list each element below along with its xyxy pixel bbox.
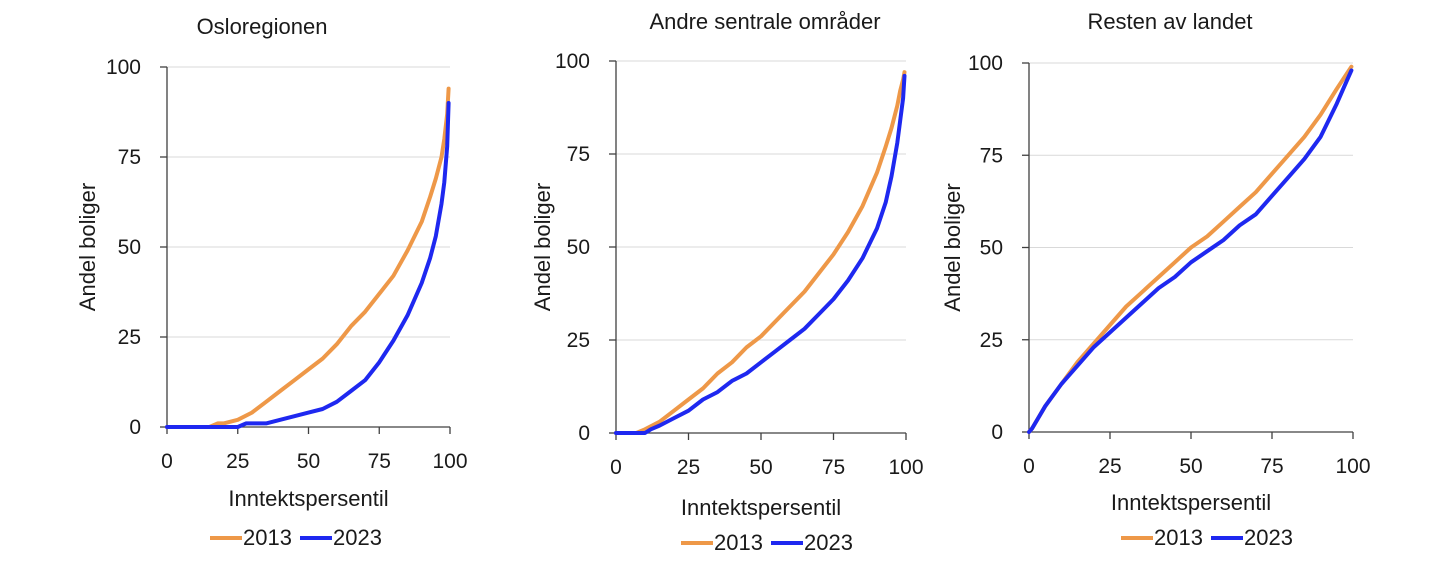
legend-label-2013: 2013	[1154, 525, 1203, 550]
y-tick-label: 50	[567, 236, 590, 259]
x-tick-label: 0	[610, 456, 622, 479]
x-tick-label: 75	[822, 456, 845, 479]
legend: 2013 2023	[681, 530, 853, 555]
x-tick-label: 25	[1098, 455, 1121, 478]
y-tick-label: 100	[106, 56, 141, 79]
chart-title: Osloregionen	[197, 14, 328, 39]
x-tick-label: 25	[226, 450, 249, 473]
x-tick-label: 50	[749, 456, 772, 479]
chart-panel: Resten av landet 0 25 50 75 100 0 25 50 75 100 Ande…	[940, 9, 1371, 550]
y-axis-label: Andel boliger	[75, 183, 100, 311]
y-tick-label: 100	[555, 50, 590, 73]
x-tick-label: 100	[432, 450, 467, 473]
y-tick-label: 50	[980, 237, 1003, 260]
series-line-2013	[1027, 64, 1354, 434]
y-tick-label: 75	[980, 144, 1003, 167]
series-line-2023	[614, 73, 907, 435]
chart-title: Resten av landet	[1087, 9, 1252, 34]
x-tick-label: 0	[1023, 455, 1035, 478]
y-tick-label: 75	[118, 146, 141, 169]
x-tick-label: 50	[297, 450, 320, 473]
x-axis-label: Inntektspersentil	[1111, 490, 1271, 515]
x-tick-label: 75	[1260, 455, 1283, 478]
y-axis-label: Andel boliger	[530, 183, 555, 311]
series-line-2023	[165, 101, 451, 429]
y-tick-label: 25	[567, 329, 590, 352]
y-tick-label: 0	[129, 416, 141, 439]
y-axis-label: Andel boliger	[940, 183, 965, 311]
y-tick-label: 25	[118, 326, 141, 349]
chart-panel: Osloregionen 0 25 50 75 100 0 25 50 75 100 Andel bo…	[75, 14, 468, 550]
x-tick-label: 75	[368, 450, 391, 473]
legend: 2013 2023	[210, 525, 382, 550]
x-tick-label: 0	[161, 450, 173, 473]
x-axis-label: Inntektspersentil	[681, 495, 841, 520]
legend-label-2023: 2023	[1244, 525, 1293, 550]
x-tick-label: 100	[888, 456, 923, 479]
y-tick-label: 0	[578, 422, 590, 445]
legend: 2013 2023	[1121, 525, 1293, 550]
series-line-2023	[1027, 68, 1354, 434]
legend-label-2023: 2023	[333, 525, 382, 550]
x-tick-label: 100	[1335, 455, 1370, 478]
y-tick-label: 0	[991, 421, 1003, 444]
x-tick-label: 50	[1179, 455, 1202, 478]
legend-label-2023: 2023	[804, 530, 853, 555]
series-line-2013	[614, 70, 907, 435]
chart-title: Andre sentrale områder	[649, 9, 880, 34]
chart-panels: Osloregionen 0 25 50 75 100 0 25 50 75 100 Andel bo…	[75, 9, 1371, 555]
x-axis-label: Inntektspersentil	[228, 486, 388, 511]
chart-panel: Andre sentrale områder 0 25 50 75 100 0 25 50 75 1…	[530, 9, 924, 555]
y-tick-label: 25	[980, 329, 1003, 352]
legend-label-2013: 2013	[714, 530, 763, 555]
y-tick-label: 100	[968, 52, 1003, 75]
series-line-2013	[165, 86, 451, 429]
legend-label-2013: 2013	[243, 525, 292, 550]
y-tick-label: 75	[567, 143, 590, 166]
y-tick-label: 50	[118, 236, 141, 259]
x-tick-label: 25	[677, 456, 700, 479]
